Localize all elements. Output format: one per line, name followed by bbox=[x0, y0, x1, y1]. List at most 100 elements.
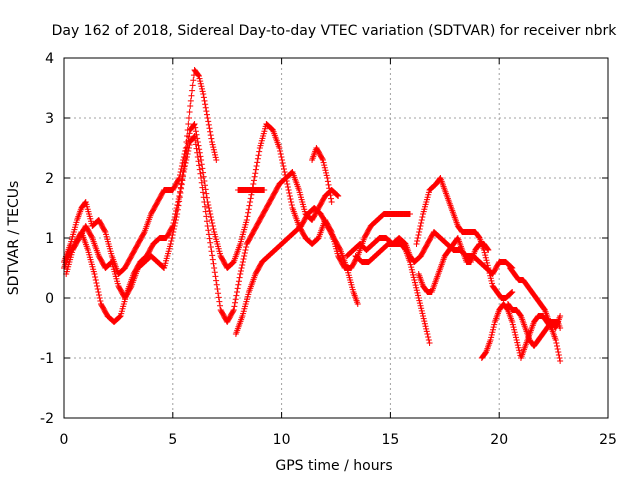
data-point bbox=[514, 342, 521, 349]
data-point bbox=[488, 277, 495, 284]
data-point bbox=[418, 305, 425, 312]
y-tick-label: 1 bbox=[45, 231, 54, 247]
series-track-1 bbox=[61, 67, 220, 277]
data-point bbox=[207, 132, 214, 139]
series-track-11 bbox=[478, 301, 564, 364]
data-point bbox=[487, 337, 494, 343]
x-tick-label: 25 bbox=[599, 432, 617, 448]
data-point bbox=[186, 109, 193, 115]
data-point bbox=[205, 205, 212, 211]
data-point bbox=[236, 274, 243, 281]
data-point bbox=[172, 217, 179, 223]
data-point bbox=[208, 248, 215, 255]
data-point bbox=[413, 284, 420, 291]
data-point bbox=[170, 226, 177, 232]
data-point bbox=[209, 141, 216, 148]
data-point bbox=[182, 160, 189, 166]
data-point bbox=[177, 190, 184, 196]
data-point bbox=[334, 192, 341, 199]
data-point bbox=[127, 284, 134, 291]
data-point bbox=[512, 334, 519, 341]
data-point bbox=[423, 328, 430, 335]
data-point bbox=[183, 154, 190, 160]
data-point bbox=[176, 198, 183, 205]
y-tick-label: -2 bbox=[40, 411, 54, 427]
x-tick-label: 0 bbox=[60, 432, 69, 448]
data-point bbox=[203, 213, 210, 220]
data-point bbox=[415, 232, 422, 238]
data-point bbox=[211, 149, 218, 156]
data-point bbox=[513, 337, 520, 343]
data-point bbox=[508, 289, 515, 296]
data-point bbox=[208, 217, 215, 223]
data-point bbox=[557, 325, 564, 331]
series-track-10 bbox=[415, 235, 492, 295]
data-point bbox=[232, 296, 239, 303]
data-point bbox=[184, 151, 191, 157]
data-point bbox=[321, 162, 328, 169]
data-point bbox=[176, 194, 183, 201]
data-point bbox=[279, 160, 286, 166]
data-point bbox=[481, 249, 488, 256]
data-point bbox=[213, 277, 220, 284]
data-point bbox=[197, 78, 204, 85]
data-point bbox=[186, 142, 193, 148]
data-point bbox=[552, 337, 559, 343]
data-point bbox=[256, 148, 263, 155]
data-point bbox=[507, 290, 514, 297]
data-point bbox=[94, 283, 101, 289]
data-point bbox=[250, 181, 257, 187]
data-point bbox=[485, 267, 492, 274]
data-point bbox=[173, 214, 180, 220]
data-point bbox=[553, 340, 560, 346]
data-point bbox=[185, 145, 192, 151]
data-point bbox=[413, 241, 420, 247]
data-point bbox=[416, 297, 423, 304]
data-point bbox=[167, 241, 174, 247]
data-point bbox=[233, 292, 240, 299]
data-point bbox=[321, 164, 328, 171]
data-point bbox=[408, 264, 415, 271]
data-point bbox=[231, 303, 238, 310]
data-point bbox=[211, 269, 218, 276]
data-point bbox=[171, 223, 178, 229]
data-point bbox=[178, 181, 185, 188]
data-point bbox=[419, 310, 426, 317]
data-point bbox=[241, 253, 248, 259]
data-point bbox=[411, 279, 418, 286]
data-point bbox=[209, 223, 216, 229]
data-point bbox=[408, 266, 415, 273]
data-point bbox=[187, 103, 194, 109]
data-point bbox=[555, 349, 562, 355]
data-point bbox=[556, 355, 563, 361]
data-point bbox=[202, 104, 209, 111]
data-point bbox=[92, 277, 99, 283]
data-point bbox=[285, 187, 292, 193]
data-point bbox=[421, 320, 428, 327]
data-point bbox=[116, 314, 123, 321]
data-point bbox=[197, 170, 204, 177]
data-point bbox=[243, 217, 250, 223]
series-track-3 bbox=[63, 133, 342, 325]
data-point bbox=[201, 199, 208, 205]
data-point bbox=[203, 108, 210, 115]
data-point bbox=[409, 269, 416, 276]
series-track-4 bbox=[232, 205, 361, 337]
data-point bbox=[240, 256, 247, 262]
data-point bbox=[244, 213, 251, 220]
data-point bbox=[209, 256, 216, 263]
data-point bbox=[424, 331, 431, 337]
data-point bbox=[199, 85, 206, 92]
data-point bbox=[210, 144, 217, 151]
data-point bbox=[420, 315, 427, 322]
data-point bbox=[276, 145, 283, 151]
data-point bbox=[319, 155, 326, 162]
data-point bbox=[280, 166, 287, 172]
data-point bbox=[237, 268, 244, 274]
data-point bbox=[415, 295, 422, 301]
y-tick-label: 0 bbox=[45, 291, 54, 307]
data-point bbox=[203, 111, 210, 118]
data-point bbox=[195, 72, 202, 79]
data-point bbox=[210, 226, 217, 232]
data-point bbox=[190, 77, 197, 84]
